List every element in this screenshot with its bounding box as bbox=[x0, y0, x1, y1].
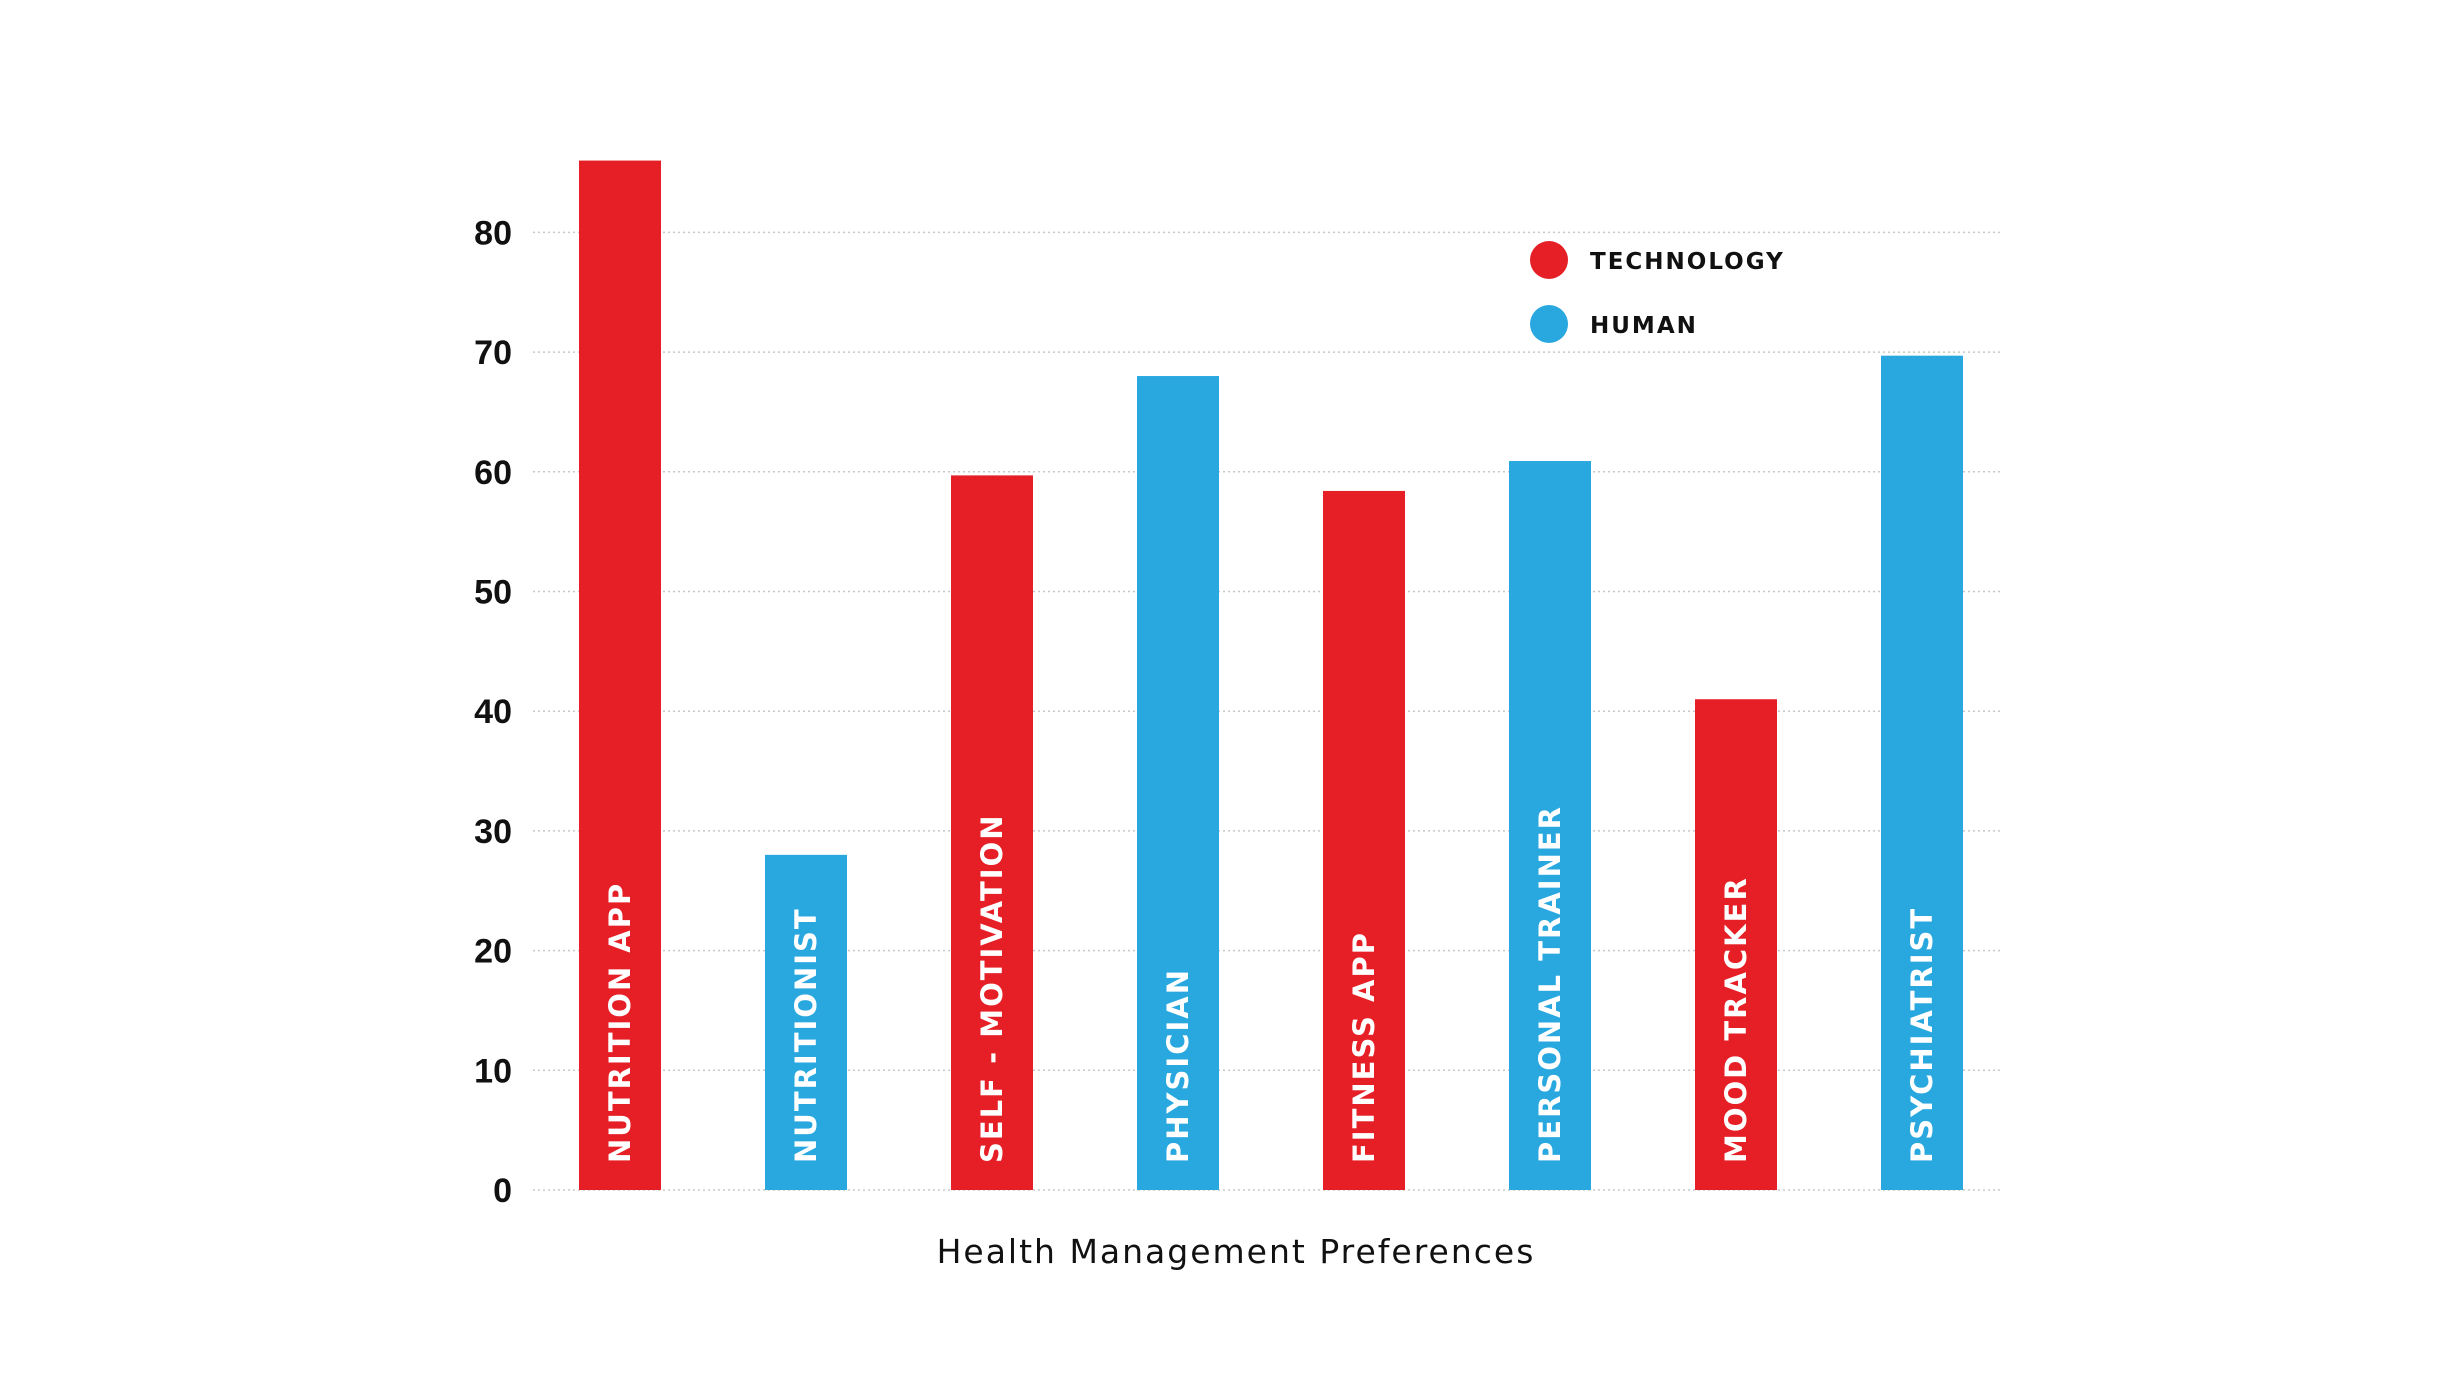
y-tick-label-30: 30 bbox=[474, 813, 512, 851]
x-axis-label: Health Management Preferences bbox=[937, 1232, 1536, 1271]
bar-label: NUTRITION APP bbox=[603, 882, 637, 1163]
legend-label-technology: TECHNOLOGY bbox=[1590, 249, 1785, 275]
legend-dot-technology bbox=[1530, 241, 1568, 279]
bar-label: FITNESS APP bbox=[1347, 931, 1381, 1163]
y-tick-label-40: 40 bbox=[474, 693, 512, 731]
bar-label: MOOD TRACKER bbox=[1719, 876, 1753, 1163]
y-axis-ticks: 0 10 20 30 40 50 60 70 80 bbox=[474, 214, 512, 1210]
y-tick-label-50: 50 bbox=[474, 574, 512, 612]
legend: TECHNOLOGY HUMAN bbox=[1530, 241, 1785, 343]
bar-label: PSYCHIATRIST bbox=[1905, 907, 1939, 1163]
bar-label: PERSONAL TRAINER bbox=[1533, 805, 1567, 1163]
legend-dot-human bbox=[1530, 305, 1568, 343]
y-tick-label-70: 70 bbox=[474, 334, 512, 372]
y-tick-label-60: 60 bbox=[474, 454, 512, 492]
bar-self-motivation bbox=[951, 475, 1033, 1190]
bar-label: NUTRITIONIST bbox=[789, 907, 823, 1163]
bar-psychiatrist bbox=[1881, 355, 1963, 1190]
bar-personal-trainer bbox=[1509, 461, 1591, 1191]
bar-nutritionist bbox=[765, 854, 847, 1190]
bar-label: SELF - MOTIVATION bbox=[975, 814, 1009, 1163]
y-tick-label-20: 20 bbox=[474, 933, 512, 971]
bar-mood-tracker bbox=[1695, 699, 1777, 1190]
y-tick-label-0: 0 bbox=[493, 1172, 512, 1210]
y-tick-label-80: 80 bbox=[474, 214, 512, 252]
bar-label: PHYSICIAN bbox=[1161, 968, 1195, 1163]
bar-fitness-app bbox=[1323, 490, 1405, 1190]
legend-label-human: HUMAN bbox=[1590, 313, 1698, 339]
y-tick-label-10: 10 bbox=[474, 1052, 512, 1090]
bars: NUTRITION APP NUTRITIONIST SELF - MOTIVATI… bbox=[579, 160, 1963, 1191]
gridlines bbox=[533, 231, 2000, 1191]
bar-nutrition-app bbox=[579, 160, 661, 1191]
bar-physician bbox=[1137, 376, 1219, 1190]
